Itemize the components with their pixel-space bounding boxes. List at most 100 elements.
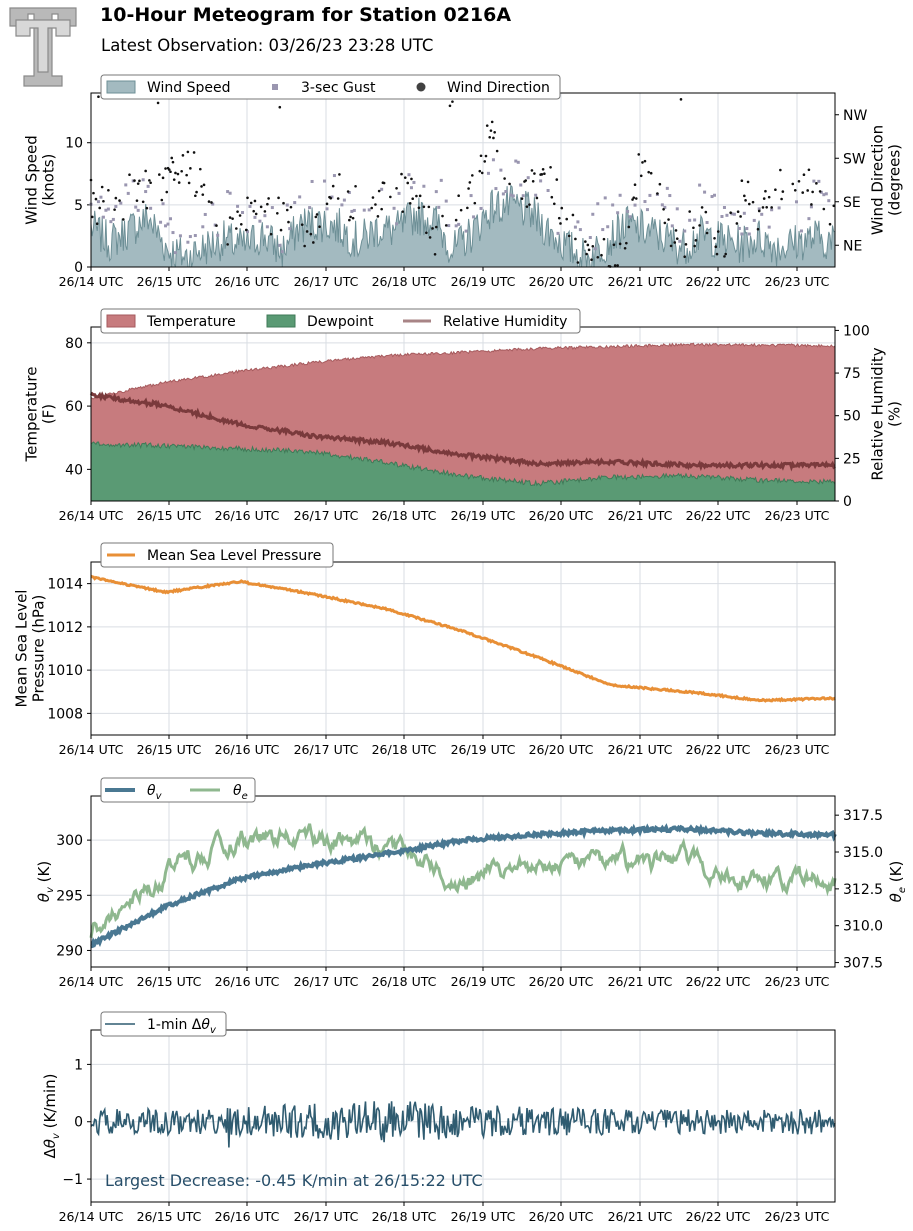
- y-tick-label: 0: [74, 1115, 83, 1131]
- direction-point: [567, 234, 571, 238]
- legend-marker: [416, 82, 426, 92]
- dtheta-ylabel-sym: θ: [41, 1139, 59, 1148]
- direction-point: [560, 206, 564, 210]
- gust-marker: [203, 212, 207, 216]
- direction-point: [135, 199, 139, 202]
- direction-point: [565, 217, 569, 221]
- direction-point: [246, 196, 249, 200]
- gust-marker: [822, 193, 826, 197]
- direction-point: [144, 169, 147, 173]
- direction-point: [121, 218, 125, 221]
- direction-point: [649, 171, 653, 175]
- direction-point: [376, 215, 380, 218]
- gust-marker: [703, 190, 707, 194]
- direction-point: [623, 246, 627, 250]
- direction-point: [92, 191, 95, 195]
- direction-point: [764, 189, 767, 193]
- direction-point: [616, 264, 619, 267]
- direction-point: [422, 205, 426, 209]
- gust-marker: [350, 209, 354, 213]
- gust-marker: [454, 224, 458, 228]
- direction-point: [815, 182, 818, 185]
- direction-point: [662, 208, 665, 211]
- direction-point: [95, 222, 99, 226]
- direction-point: [478, 169, 482, 173]
- direction-point: [471, 174, 474, 177]
- direction-point: [90, 215, 94, 219]
- gust-marker: [516, 160, 520, 164]
- direction-point: [723, 255, 726, 258]
- direction-point: [467, 187, 470, 190]
- direction-point: [631, 198, 634, 201]
- direction-point: [543, 172, 546, 176]
- pressure-panel: 26/14 UTC 26/15 UTC 26/16 UTC 26/17 UTC 26/1…: [13, 542, 836, 757]
- theta-ylabel-text-sub: v: [45, 886, 56, 893]
- direction-point: [503, 177, 506, 180]
- x-tick-label: 26/20 UTC: [529, 974, 594, 989]
- legend-label-sym: θ: [201, 1017, 210, 1033]
- direction-point: [767, 195, 771, 199]
- direction-point: [167, 168, 171, 171]
- gust-marker: [494, 187, 498, 191]
- gust-marker: [126, 191, 130, 195]
- gust-marker: [146, 184, 150, 188]
- direction-point: [195, 190, 198, 194]
- gust-marker: [752, 218, 756, 222]
- y-tick-label: 1012: [47, 620, 83, 636]
- direction-point: [535, 196, 539, 200]
- direction-point: [714, 245, 718, 248]
- legend-label: Mean Sea Level Pressure: [147, 548, 321, 564]
- direction-point: [199, 167, 202, 171]
- direction-point: [451, 100, 454, 103]
- legend-label: Temperature: [146, 314, 236, 330]
- direction-point: [549, 165, 552, 169]
- direction-point: [192, 151, 196, 154]
- direction-point: [612, 243, 616, 247]
- gust-marker: [119, 201, 123, 205]
- x-tick-label: 26/16 UTC: [215, 974, 280, 989]
- direction-point: [828, 222, 832, 226]
- direction-point: [724, 252, 727, 256]
- direction-point: [176, 172, 180, 176]
- gust-marker: [668, 194, 672, 198]
- y2-tick-label: SW: [843, 151, 866, 167]
- direction-point: [300, 223, 304, 226]
- pressure-ylabel-line: Mean Sea Level: [13, 590, 31, 708]
- y2-tick-label: 0: [843, 494, 852, 510]
- gust-marker: [670, 224, 674, 228]
- direction-point: [380, 207, 383, 211]
- direction-point: [433, 252, 437, 256]
- direction-point: [747, 202, 751, 206]
- direction-point: [382, 181, 386, 185]
- x-tick-label: 26/18 UTC: [372, 974, 437, 989]
- direction-point: [156, 101, 160, 105]
- x-tick-label: 26/16 UTC: [215, 274, 280, 289]
- x-tick-label: 26/17 UTC: [294, 1209, 359, 1224]
- direction-point: [647, 170, 650, 174]
- direction-point: [263, 210, 267, 213]
- gust-marker: [164, 224, 168, 228]
- direction-point: [444, 224, 448, 227]
- x-tick-label: 26/14 UTC: [59, 974, 124, 989]
- direction-point: [807, 168, 811, 172]
- page-title: 10-Hour Meteogram for Station 0216A: [100, 4, 512, 26]
- y-tick-label: 60: [65, 399, 83, 415]
- direction-point: [98, 206, 101, 210]
- direction-point: [488, 135, 492, 139]
- direction-point: [713, 236, 716, 240]
- gust-marker: [705, 220, 709, 224]
- gust-marker: [578, 228, 582, 232]
- direction-point: [591, 245, 595, 248]
- gust-marker: [330, 195, 334, 199]
- direction-point: [107, 188, 110, 192]
- x-tick-label: 26/20 UTC: [529, 1209, 594, 1224]
- direction-point: [161, 176, 165, 180]
- direction-point: [613, 264, 617, 267]
- gust-marker: [216, 233, 220, 237]
- direction-point: [762, 197, 766, 200]
- gust-marker: [601, 228, 605, 232]
- y-tick-label: 300: [56, 833, 83, 849]
- wind-ylabel-line: Wind Speed: [23, 135, 41, 225]
- x-tick-label: 26/20 UTC: [529, 742, 594, 757]
